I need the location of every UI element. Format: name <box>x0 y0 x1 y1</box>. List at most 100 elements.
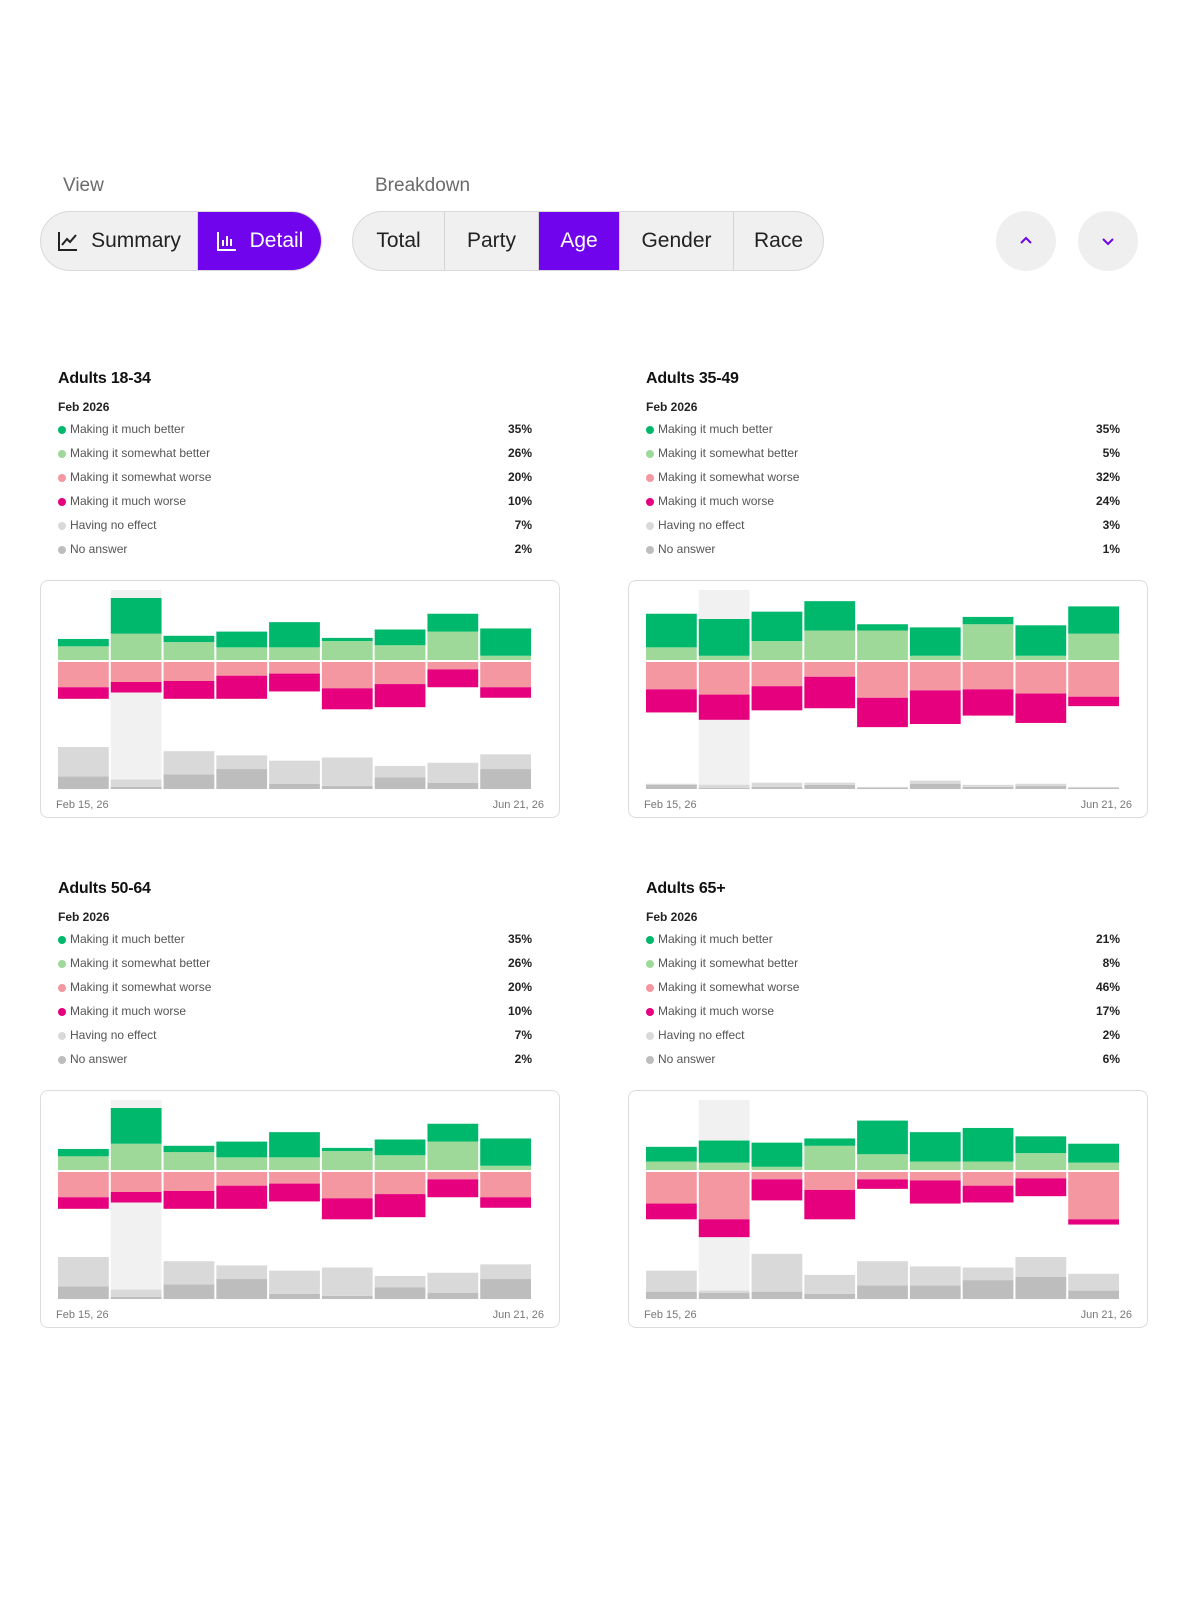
scroll-down-button[interactable] <box>1078 211 1138 271</box>
legend-value: 35% <box>507 932 532 946</box>
scroll-up-button[interactable] <box>996 211 1056 271</box>
panel-2: Adults 35-49 Feb 2026 Making it much bette… <box>628 370 1148 840</box>
legend-value: 24% <box>1095 494 1120 508</box>
bar-no-answer-8 <box>1015 785 1067 789</box>
tab-age[interactable]: Age <box>539 212 620 270</box>
bar-somewhat-worse-8 <box>1015 661 1067 694</box>
bar-much-worse-2 <box>698 694 750 720</box>
legend-dot-somewhat-better <box>646 450 654 458</box>
legend-row-somewhat-worse: Making it somewhat worse 46% <box>646 976 1120 1000</box>
legend-row-much-better: Making it much better 35% <box>646 418 1120 442</box>
bar-much-worse-4 <box>216 1185 268 1209</box>
bar-much-better-9 <box>480 1138 531 1166</box>
bar-no-effect-5 <box>269 760 320 784</box>
bar-much-better-5 <box>269 622 320 648</box>
bar-somewhat-better-6 <box>909 1161 961 1171</box>
legend-label: Making it somewhat worse <box>70 980 212 994</box>
bar-no-effect-7 <box>374 1275 426 1288</box>
legend-label: Making it somewhat better <box>658 956 799 970</box>
bar-somewhat-better-4 <box>804 630 856 661</box>
bar-no-answer-1 <box>646 784 697 789</box>
bar-no-answer-9 <box>1068 1290 1119 1299</box>
bar-much-worse-4 <box>216 675 268 699</box>
x-axis-end-label: Jun 21, 26 <box>1080 799 1132 811</box>
panel-4: Adults 65+ Feb 2026 Making it much better 2… <box>628 880 1148 1350</box>
bar-somewhat-better-4 <box>804 1145 856 1171</box>
bar-much-worse-2 <box>698 1219 750 1238</box>
legend-value: 3% <box>1102 518 1120 532</box>
summary-button[interactable]: Summary <box>41 212 198 270</box>
panel-1: Adults 18-34 Feb 2026 Making it much bette… <box>40 370 560 840</box>
bar-much-better-4 <box>804 601 856 631</box>
legend-label: Making it somewhat better <box>70 956 211 970</box>
bar-no-answer-5 <box>857 1285 908 1299</box>
line-chart-icon <box>57 230 79 252</box>
legend-value: 2% <box>1102 1028 1120 1042</box>
bar-somewhat-better-7 <box>962 1161 1014 1171</box>
legend-dot-no-effect <box>646 1032 654 1040</box>
bar-no-answer-3 <box>163 1284 215 1299</box>
bar-no-answer-3 <box>163 774 215 789</box>
bar-no-effect-2 <box>698 1290 750 1293</box>
bar-much-worse-8 <box>427 669 479 688</box>
legend-label: Having no effect <box>70 518 157 532</box>
bar-no-effect-8 <box>427 1272 479 1293</box>
legend-label: Making it much worse <box>70 494 187 508</box>
bar-much-worse-2 <box>110 682 162 693</box>
legend-dot-no-answer <box>646 546 654 554</box>
legend-row-no-answer: No answer 2% <box>58 1048 532 1072</box>
bar-much-worse-5 <box>269 673 320 692</box>
bar-much-worse-9 <box>480 687 531 698</box>
bar-somewhat-better-1 <box>646 1161 697 1171</box>
bar-much-worse-7 <box>962 1185 1014 1203</box>
tab-gender[interactable]: Gender <box>620 212 734 270</box>
bar-much-worse-8 <box>427 1179 479 1198</box>
bar-somewhat-better-4 <box>216 647 268 661</box>
bar-no-effect-3 <box>751 782 803 787</box>
tab-total[interactable]: Total <box>353 212 445 270</box>
legend-dot-no-effect <box>58 522 66 530</box>
legend-dot-much-worse <box>58 1008 66 1016</box>
bar-somewhat-better-1 <box>58 646 109 661</box>
bar-no-answer-7 <box>374 777 426 789</box>
bar-somewhat-worse-4 <box>216 1171 268 1186</box>
bar-no-answer-8 <box>427 1292 479 1299</box>
panel-3: Adults 50-64 Feb 2026 Making it much bette… <box>40 880 560 1350</box>
chevron-down-icon <box>1102 238 1114 246</box>
tab-race[interactable]: Race <box>753 229 804 252</box>
legend-label: Having no effect <box>70 1028 157 1042</box>
legend-value: 35% <box>1095 422 1120 436</box>
bar-somewhat-better-2 <box>110 633 162 661</box>
bar-much-worse-7 <box>374 684 426 708</box>
detail-button[interactable]: Detail <box>198 212 321 270</box>
legend-label: Making it much better <box>658 422 773 436</box>
bar-much-better-1 <box>646 613 697 648</box>
legend-label: No answer <box>658 1052 716 1066</box>
bar-somewhat-better-2 <box>110 1143 162 1171</box>
bar-no-answer-2 <box>110 786 162 789</box>
bar-no-effect-6 <box>909 780 961 784</box>
bar-no-answer-5 <box>857 787 908 789</box>
bar-somewhat-worse-6 <box>321 1171 373 1199</box>
bar-much-better-5 <box>857 1120 908 1155</box>
legend-value: 21% <box>1095 932 1120 946</box>
bar-somewhat-better-5 <box>857 630 908 661</box>
legend-dot-much-better <box>646 426 654 434</box>
bar-no-answer-3 <box>751 1291 803 1299</box>
bar-much-worse-5 <box>857 697 908 728</box>
bar-no-effect-4 <box>804 1274 856 1294</box>
legend-dot-somewhat-better <box>646 960 654 968</box>
legend-label: Having no effect <box>658 518 745 532</box>
bar-no-answer-6 <box>909 783 961 789</box>
bar-much-worse-3 <box>751 686 803 711</box>
bar-somewhat-better-8 <box>427 1141 479 1171</box>
legend-value: 1% <box>1102 542 1120 556</box>
panel-date: Feb 2026 <box>646 910 698 924</box>
bar-much-worse-8 <box>1015 693 1067 723</box>
bar-no-effect-8 <box>1015 1257 1067 1277</box>
bar-no-effect-2 <box>110 779 162 787</box>
tab-party[interactable]: Party <box>445 212 539 270</box>
legend: Making it much better 21% Making it somewh… <box>646 928 1120 1072</box>
bar-no-effect-9 <box>480 754 531 770</box>
bar-much-worse-1 <box>58 687 109 699</box>
